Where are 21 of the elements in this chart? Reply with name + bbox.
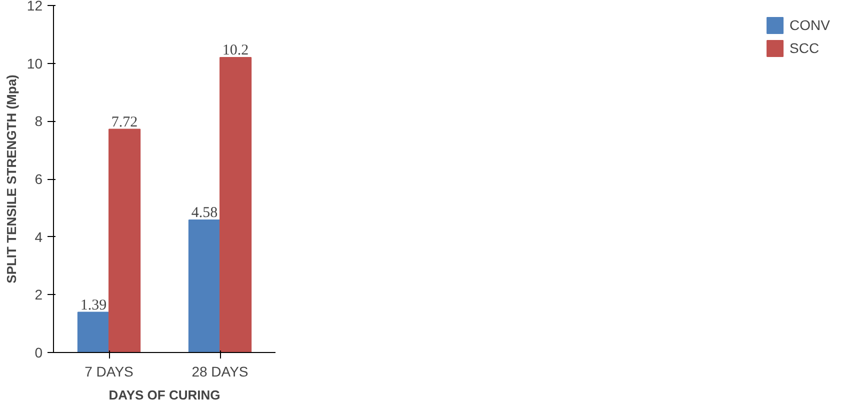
legend-label: SCC bbox=[790, 40, 820, 56]
data-label: 4.58 bbox=[191, 205, 218, 222]
y-tick-label: 10 bbox=[26, 55, 43, 72]
x-tick-label: 7 DAYS bbox=[84, 364, 134, 380]
bar bbox=[77, 312, 110, 352]
y-tick-label: 2 bbox=[34, 286, 43, 303]
y-tick-label: 12 bbox=[26, 0, 43, 14]
data-label: 1.39 bbox=[80, 297, 107, 314]
data-label: 10.2 bbox=[222, 42, 249, 59]
bar bbox=[108, 128, 141, 352]
legend-label: CONV bbox=[790, 17, 830, 33]
x-tick-label: 28 DAYS bbox=[192, 364, 248, 380]
y-tick-label: 6 bbox=[34, 171, 43, 187]
bar bbox=[220, 57, 252, 352]
data-label: 7.72 bbox=[111, 114, 138, 130]
bar bbox=[188, 220, 220, 352]
y-axis-title: SPLIT TENSILE STRENGTH (Mpa) bbox=[4, 74, 19, 284]
y-tick-label: 0 bbox=[34, 344, 43, 360]
y-tick-label: 8 bbox=[34, 113, 43, 130]
y-tick-label: 4 bbox=[34, 228, 43, 245]
x-axis-title: DAYS OF CURING bbox=[108, 388, 220, 402]
